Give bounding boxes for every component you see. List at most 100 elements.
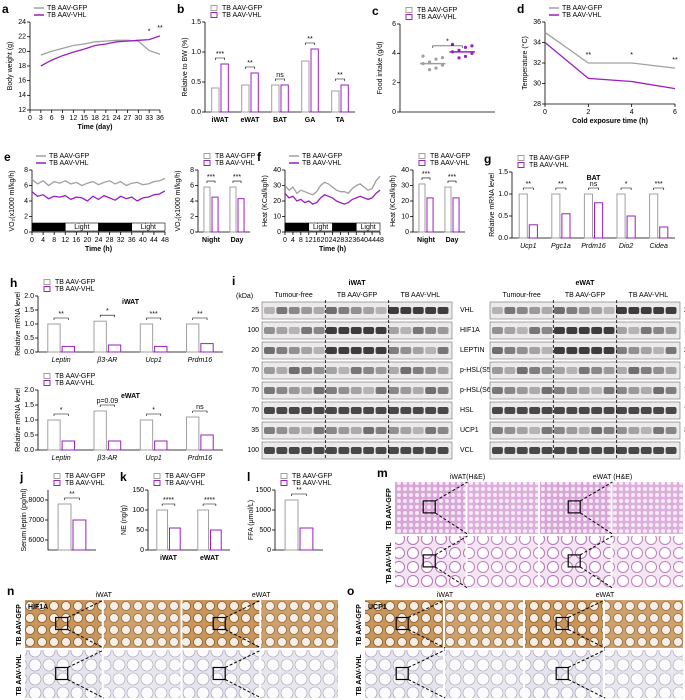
panel-label: h — [10, 276, 17, 290]
x-tick-label: 4 — [630, 109, 634, 116]
blot-band — [264, 447, 275, 454]
point-deco — [440, 63, 445, 67]
zoom-line — [407, 649, 446, 668]
blot-band — [388, 407, 399, 414]
significance-bracket — [588, 187, 599, 190]
x-tick-label: 30 — [134, 115, 142, 122]
axis — [47, 490, 96, 551]
blot-band — [400, 387, 412, 394]
x-axis-label: Cold exposure time (h) — [572, 118, 648, 125]
blot-band — [665, 427, 677, 434]
point-deco — [457, 56, 461, 60]
y-tick-label: 150 — [132, 487, 144, 494]
micrograph-low — [525, 600, 603, 648]
data-line — [284, 189, 381, 205]
legend-swatch — [203, 153, 211, 159]
y-axis-label: FFA (μmol/L) — [248, 500, 255, 540]
blot-band — [326, 387, 337, 394]
significance: *** — [207, 174, 215, 181]
y-axis-label: Relative mRNA level — [15, 388, 22, 452]
x-tick-label: 27 — [124, 115, 132, 122]
blot-strip — [261, 381, 453, 400]
significance: *** — [448, 174, 456, 181]
blot-band — [425, 407, 437, 414]
blot-band — [288, 407, 300, 414]
y-tick-label: 2.0 — [24, 293, 34, 300]
x-tick-label: iWAT — [160, 555, 178, 562]
x-tick-label: 40 — [360, 237, 368, 244]
y-tick-label: 2 — [190, 213, 194, 220]
x-tick-label: 21 — [102, 115, 110, 122]
row-label: TB AAV-GFP — [356, 604, 363, 646]
zoom-line — [434, 512, 468, 535]
significance: **** — [204, 497, 215, 504]
significance-bracket — [432, 45, 463, 48]
legend-label: TB AAV-GFP — [55, 279, 96, 286]
blot-band — [591, 367, 603, 374]
y-tick-label: 0 — [140, 547, 144, 554]
y-tick-label: 4 — [24, 198, 28, 205]
kda-label: 35 — [251, 427, 259, 434]
kda-label: 100 — [247, 327, 259, 334]
blot-band — [591, 327, 603, 334]
blot-band — [326, 327, 337, 334]
bar — [229, 186, 237, 233]
blot-band — [388, 347, 399, 354]
significance-bracket — [447, 180, 457, 184]
blot-band — [313, 367, 325, 374]
blot-band — [628, 347, 640, 354]
phase-label: Dark — [108, 224, 123, 231]
blot-band — [554, 367, 565, 374]
zoom-line — [67, 679, 104, 699]
significance: ns — [276, 72, 284, 79]
y-tick-label: 20 — [273, 198, 281, 205]
y-tick-label: 40 — [401, 167, 409, 174]
x-tick-label: Pgc1a — [551, 243, 571, 250]
blot-band — [338, 347, 350, 354]
blot-band — [363, 427, 375, 434]
blot-band — [529, 407, 541, 414]
axis — [399, 24, 495, 113]
blot-band — [504, 387, 516, 394]
y-tick-label: 16 — [18, 78, 26, 85]
y-tick-label: 1.0 — [24, 417, 34, 424]
bar — [57, 503, 72, 551]
protein-label: HSL — [460, 407, 474, 414]
blot-band — [492, 307, 503, 314]
legend-swatch — [53, 473, 61, 479]
y-tick-label: 0.5 — [24, 432, 34, 439]
blot-band — [554, 307, 565, 314]
data-line — [31, 190, 166, 202]
blot-band — [541, 407, 553, 414]
legend-swatch — [280, 473, 288, 479]
significance: *** — [216, 51, 224, 58]
x-tick-label: eWAT — [241, 117, 261, 124]
blot-band — [276, 407, 288, 414]
bar — [649, 193, 659, 239]
y-tick-label: 0.0 — [191, 109, 201, 116]
blot-band — [566, 367, 578, 374]
significance: ** — [58, 311, 64, 318]
y-tick-label: 0.0 — [498, 235, 508, 242]
legend-label: TB AAV-GFP — [55, 373, 96, 380]
blot-band — [412, 407, 424, 414]
point-deco — [463, 54, 468, 58]
blot-band — [288, 387, 300, 394]
blot-band — [350, 447, 362, 454]
blot-band — [264, 427, 275, 434]
significance: * — [630, 52, 633, 59]
micrograph-high — [612, 536, 683, 588]
x-tick-label: 12 — [61, 237, 69, 244]
protein-label: p-HSL(S660) — [460, 387, 501, 394]
chart-note: BAT — [587, 175, 602, 182]
blot-band — [375, 427, 387, 434]
axis — [284, 170, 380, 233]
y-tick-label: 1.5 — [24, 307, 34, 314]
blot-band — [425, 347, 437, 354]
blot-band — [591, 447, 603, 454]
bar — [310, 48, 319, 113]
blot-band — [640, 447, 652, 454]
panel-label: j — [19, 470, 23, 484]
y-tick-label: 1.0 — [191, 49, 201, 56]
chart-note: eWAT — [121, 393, 141, 400]
